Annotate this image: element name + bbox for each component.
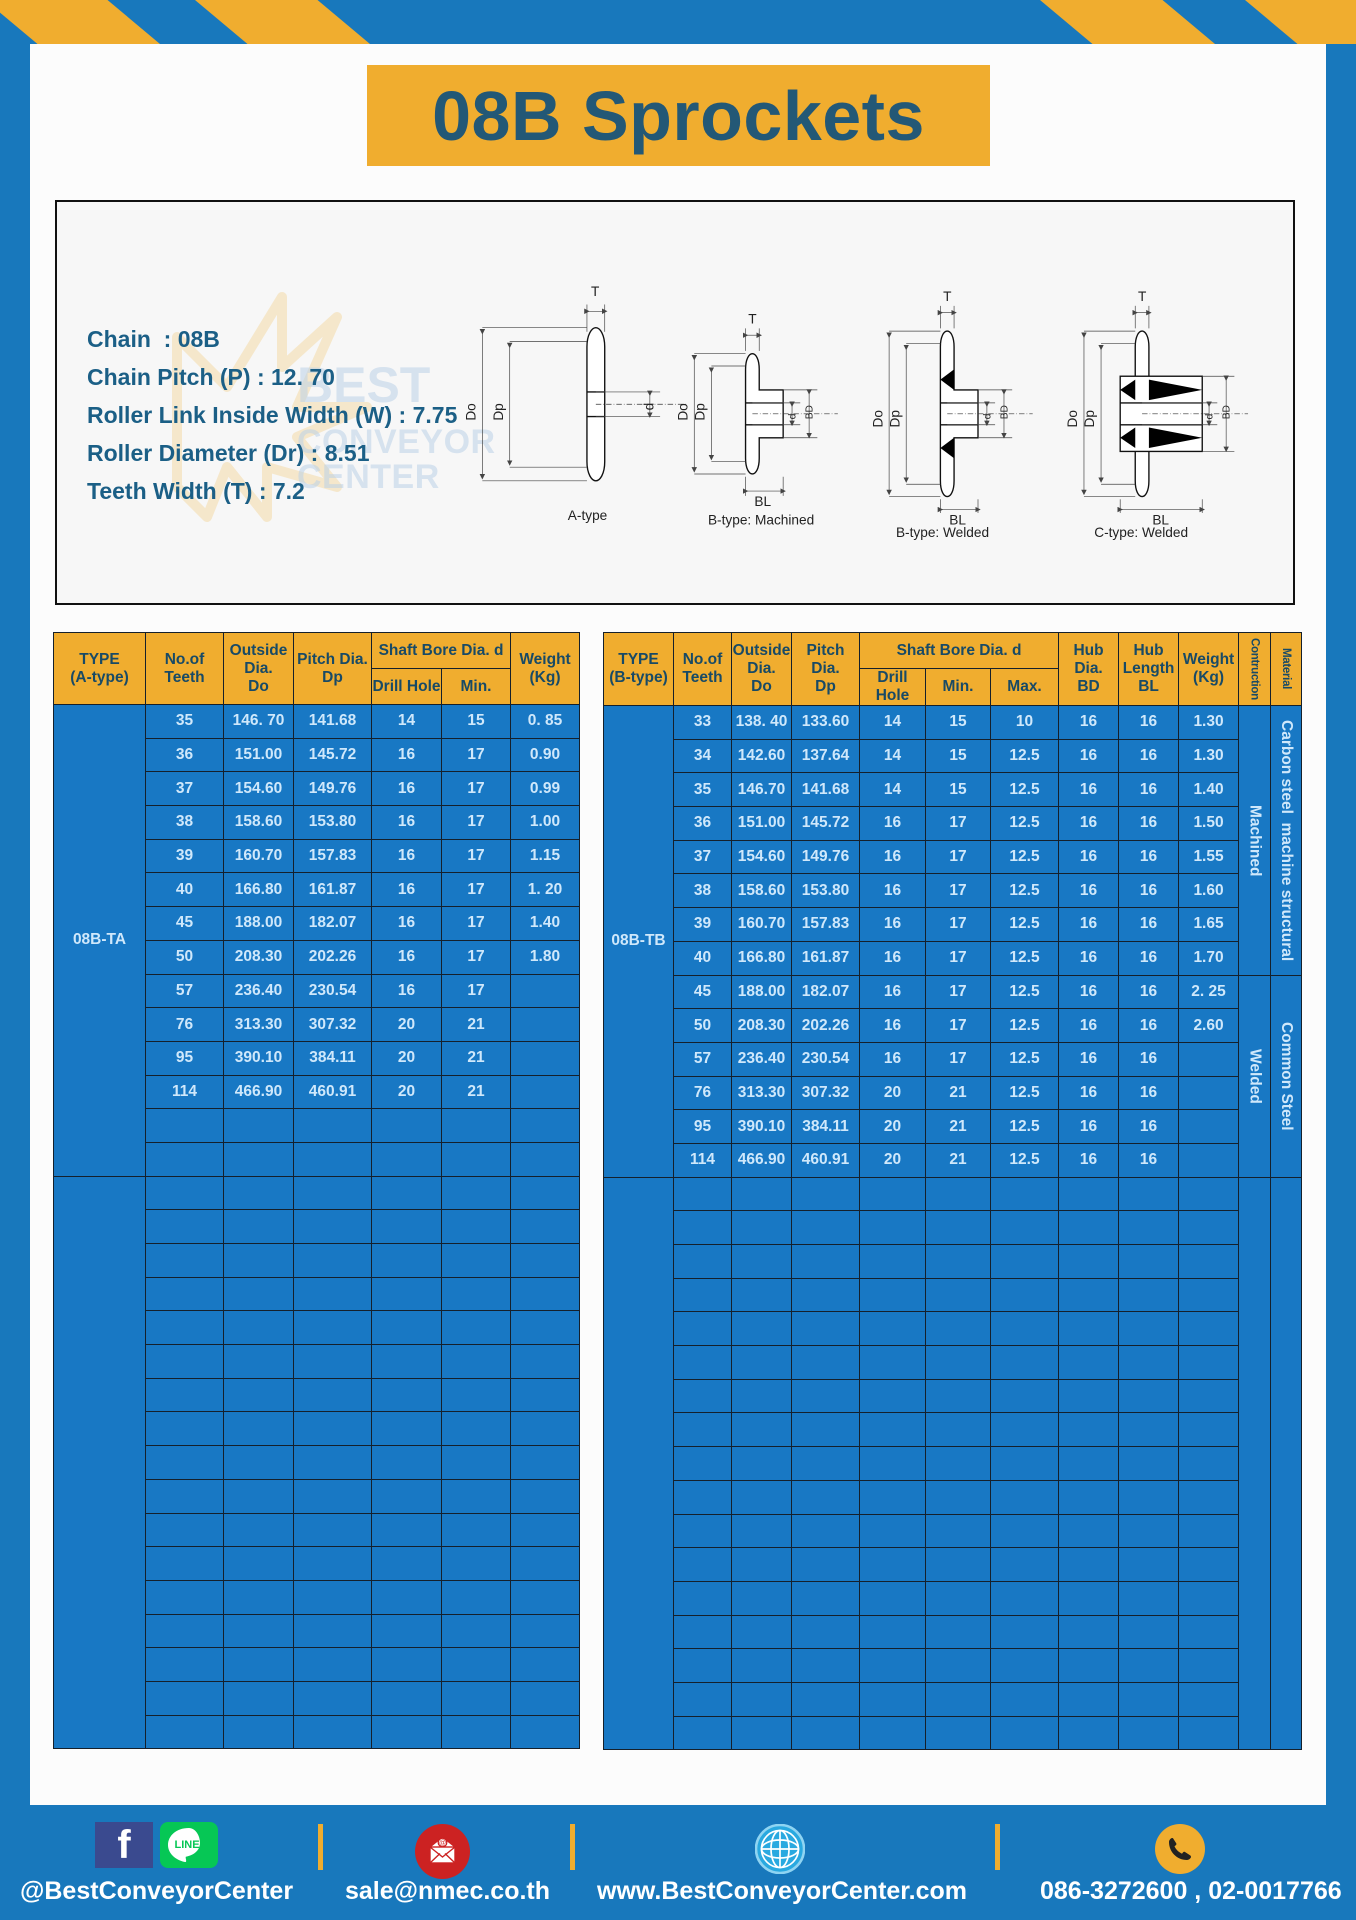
svg-text:Dp: Dp — [1082, 410, 1097, 428]
svg-text:T: T — [591, 284, 600, 299]
svg-text:BL: BL — [754, 494, 771, 509]
svg-text:B-type: Welded: B-type: Welded — [896, 525, 989, 540]
svg-text:T: T — [943, 289, 952, 304]
svg-text:Do: Do — [1065, 410, 1080, 428]
svg-text:T: T — [748, 312, 757, 327]
svg-text:d: d — [787, 413, 798, 419]
svg-text:Dp: Dp — [693, 403, 708, 421]
svg-text:BD: BD — [1222, 405, 1233, 419]
svg-text:BD: BD — [805, 405, 816, 419]
svg-text:Do: Do — [870, 410, 885, 428]
svg-text:@: @ — [439, 1840, 446, 1847]
svg-text:BD: BD — [999, 405, 1010, 419]
svg-text:f: f — [117, 1823, 131, 1867]
svg-text:d: d — [1204, 413, 1215, 419]
svg-text:LINE: LINE — [174, 1839, 199, 1851]
svg-text:Do: Do — [675, 403, 690, 421]
svg-text:Dp: Dp — [887, 410, 902, 428]
svg-text:A-type: A-type — [568, 508, 607, 523]
svg-text:C-type: Welded: C-type: Welded — [1094, 525, 1188, 540]
svg-text:d: d — [641, 403, 656, 411]
svg-text:B-type: Machined: B-type: Machined — [708, 513, 814, 528]
svg-text:Dp: Dp — [491, 403, 506, 421]
svg-text:T: T — [1138, 289, 1147, 304]
svg-text:Do: Do — [464, 403, 479, 421]
svg-text:d: d — [982, 413, 993, 419]
